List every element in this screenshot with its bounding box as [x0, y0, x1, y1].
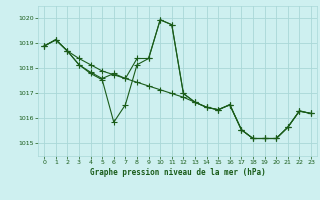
- X-axis label: Graphe pression niveau de la mer (hPa): Graphe pression niveau de la mer (hPa): [90, 168, 266, 177]
